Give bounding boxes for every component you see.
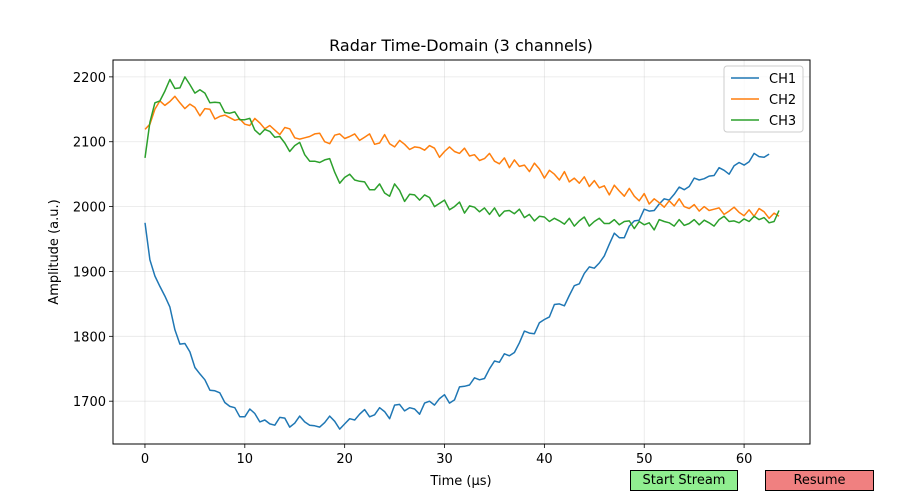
y-tick-label: 2000 xyxy=(73,201,106,216)
legend-label-ch2: CH2 xyxy=(769,93,796,108)
x-tick-label: 40 xyxy=(536,452,553,467)
legend-label-ch1: CH1 xyxy=(769,72,796,87)
series-line-ch2 xyxy=(144,95,780,220)
y-tick-label: 1700 xyxy=(73,395,106,410)
y-axis-label: Amplitude (a.u.) xyxy=(47,199,62,304)
legend-label-ch3: CH3 xyxy=(769,114,796,129)
legend-box xyxy=(723,65,804,133)
x-tick-label: 0 xyxy=(141,452,149,467)
x-tick-label: 60 xyxy=(736,452,753,467)
x-tick-label: 30 xyxy=(436,452,453,467)
y-tick-label: 1800 xyxy=(73,330,106,345)
plot-area xyxy=(144,76,780,430)
x-axis-label: Time (µs) xyxy=(429,474,491,489)
resume-button[interactable]: Resume xyxy=(765,470,874,491)
series-line-ch3 xyxy=(144,76,780,231)
axes-frame xyxy=(112,59,811,445)
x-tick-label: 50 xyxy=(636,452,653,467)
y-axis-ticks: 1700 1800 1900 2000 2100 2200 xyxy=(73,71,113,410)
start-stream-button[interactable]: Start Stream xyxy=(630,470,738,491)
x-tick-label: 10 xyxy=(237,452,254,467)
x-tick-label: 20 xyxy=(336,452,353,467)
y-tick-label: 2200 xyxy=(73,71,106,86)
y-tick-label: 1900 xyxy=(73,265,106,280)
x-axis-ticks: 0 10 20 30 40 50 60 xyxy=(141,444,753,467)
chart-title: Radar Time-Domain (3 channels) xyxy=(329,36,593,55)
series-line-ch1 xyxy=(144,152,770,430)
legend: CH1 CH2 CH3 xyxy=(723,65,804,133)
y-tick-label: 2100 xyxy=(73,136,106,151)
